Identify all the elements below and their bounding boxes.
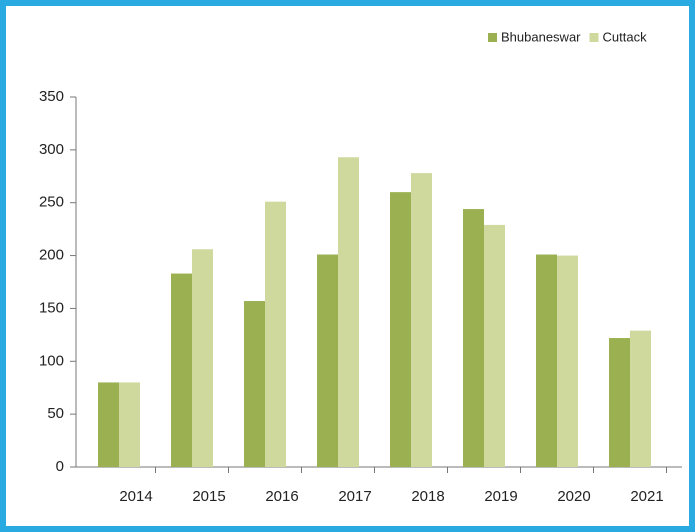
y-tick-label: 350 bbox=[39, 88, 64, 105]
legend-label: Cuttack bbox=[603, 29, 648, 44]
legend-label: Bhubaneswar bbox=[501, 29, 581, 44]
y-tick-label: 150 bbox=[39, 299, 64, 316]
bar bbox=[557, 255, 578, 467]
y-tick-label: 250 bbox=[39, 194, 64, 211]
bar bbox=[171, 273, 192, 467]
x-tick-label: 2021 bbox=[630, 488, 663, 505]
bar bbox=[119, 382, 140, 467]
x-tick-label: 2014 bbox=[119, 488, 152, 505]
bar bbox=[265, 201, 286, 467]
x-tick-label: 2017 bbox=[338, 488, 371, 505]
y-tick-label: 300 bbox=[39, 141, 64, 158]
bar bbox=[463, 209, 484, 468]
y-tick-label: 0 bbox=[56, 458, 64, 475]
bar bbox=[630, 330, 651, 467]
bar bbox=[338, 157, 359, 467]
x-tick-label: 2020 bbox=[557, 488, 590, 505]
legend-swatch bbox=[589, 33, 599, 42]
bar bbox=[484, 224, 505, 467]
bar bbox=[192, 249, 213, 467]
y-tick-label: 200 bbox=[39, 247, 64, 264]
x-tick-label: 2019 bbox=[484, 488, 517, 505]
y-tick-label: 50 bbox=[47, 405, 64, 422]
y-tick-label: 100 bbox=[39, 352, 64, 369]
bar bbox=[411, 173, 432, 467]
x-tick-label: 2016 bbox=[265, 488, 298, 505]
bar bbox=[390, 192, 411, 467]
bar bbox=[317, 254, 338, 467]
bar bbox=[98, 382, 119, 467]
x-tick-label: 2015 bbox=[192, 488, 225, 505]
bar bbox=[536, 254, 557, 467]
bar bbox=[244, 301, 265, 467]
x-tick-label: 2018 bbox=[411, 488, 444, 505]
legend-swatch bbox=[488, 33, 497, 42]
bar bbox=[609, 338, 630, 467]
